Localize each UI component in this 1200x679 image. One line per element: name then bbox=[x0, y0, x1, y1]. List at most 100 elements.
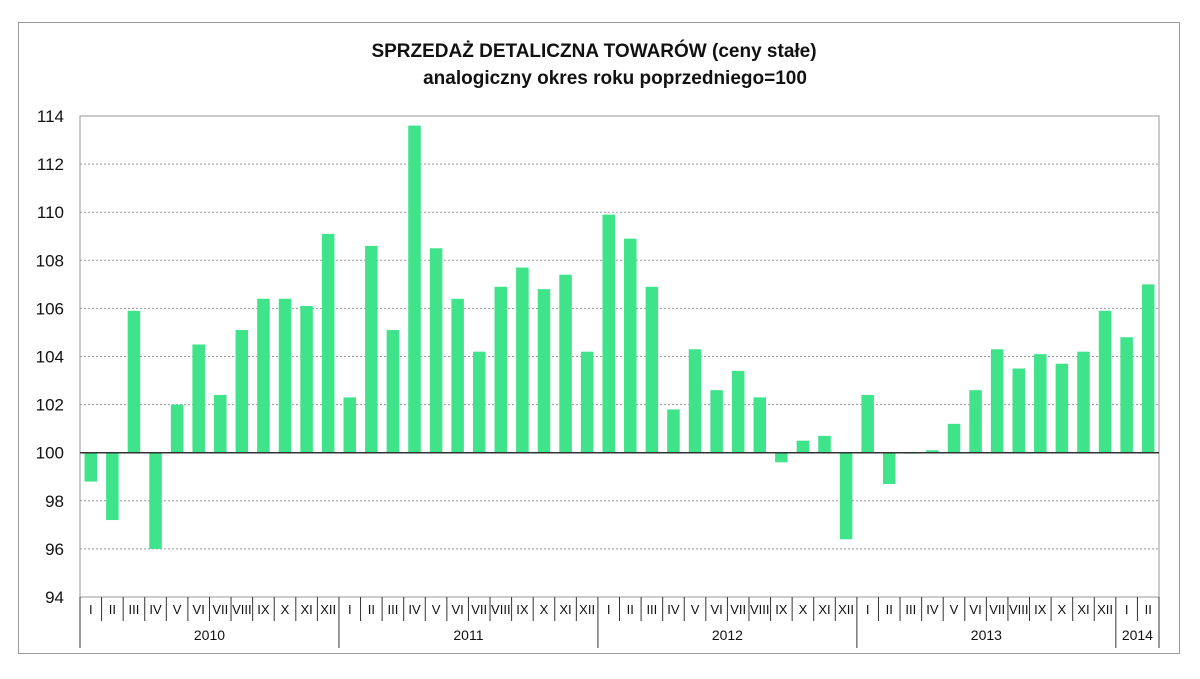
bar bbox=[1120, 337, 1133, 453]
bar bbox=[127, 310, 141, 453]
bar bbox=[408, 125, 421, 453]
x-tick-label: XII bbox=[320, 602, 336, 617]
y-tick-label: 104 bbox=[36, 348, 64, 367]
x-tick-label: IX bbox=[775, 602, 788, 617]
x-tick-label: XII bbox=[1097, 602, 1113, 617]
x-tick-label: XI bbox=[300, 602, 312, 617]
x-tick-label: XI bbox=[559, 602, 571, 617]
x-tick-label: III bbox=[905, 602, 916, 617]
bar bbox=[516, 267, 529, 453]
chart-title-main: SPRZEDAŻ DETALICZNA TOWARÓW (ceny stałe) bbox=[371, 41, 817, 62]
chart-subtitle: analogiczny okres roku poprzedniego=100 bbox=[423, 68, 807, 89]
y-tick-label: 110 bbox=[37, 203, 64, 222]
x-tick-label: IV bbox=[926, 602, 939, 617]
bar bbox=[235, 330, 249, 453]
x-tick-label: VI bbox=[452, 602, 464, 617]
x-tick-label: X bbox=[1058, 602, 1067, 617]
bar bbox=[1034, 354, 1047, 453]
x-tick-label: VI bbox=[969, 602, 981, 617]
x-tick-label: II bbox=[109, 602, 116, 617]
x-tick-label: II bbox=[368, 602, 375, 617]
x-tick-label: V bbox=[950, 602, 959, 617]
x-tick-label: I bbox=[866, 602, 870, 617]
x-tick-label: IX bbox=[257, 602, 270, 617]
bar bbox=[753, 397, 767, 453]
bar bbox=[947, 423, 961, 453]
y-tick-label: 114 bbox=[37, 107, 64, 126]
y-tick-label: 108 bbox=[36, 251, 64, 270]
bar bbox=[149, 452, 162, 549]
bar bbox=[839, 452, 853, 540]
x-tick-label: X bbox=[540, 602, 549, 617]
bar bbox=[602, 214, 615, 453]
bar bbox=[343, 397, 357, 453]
axis-layer bbox=[79, 451, 1160, 648]
chart-frame bbox=[18, 22, 1180, 654]
x-tick-label: XI bbox=[1077, 602, 1089, 617]
bar bbox=[882, 452, 896, 484]
bar bbox=[775, 452, 788, 463]
x-tick-label: XI bbox=[818, 602, 830, 617]
bar bbox=[1098, 310, 1112, 453]
x-tick-label: V bbox=[691, 602, 700, 617]
bar bbox=[300, 305, 313, 453]
x-tick-label: X bbox=[281, 602, 290, 617]
x-tick-label: XII bbox=[838, 602, 854, 617]
bar bbox=[451, 298, 464, 453]
x-tick-label: III bbox=[387, 602, 398, 617]
bar bbox=[688, 349, 702, 453]
bar bbox=[84, 452, 98, 482]
bar bbox=[926, 450, 939, 453]
bar bbox=[710, 390, 723, 453]
y-tick-label: 100 bbox=[36, 444, 64, 463]
x-tick-label: I bbox=[607, 602, 611, 617]
y-tick-label: 112 bbox=[37, 155, 64, 174]
bar bbox=[321, 233, 335, 453]
x-tick-label: IV bbox=[149, 602, 162, 617]
bar bbox=[1077, 351, 1090, 453]
bar-layer bbox=[84, 125, 1155, 549]
x-tick-label: I bbox=[348, 602, 352, 617]
x-tick-label: I bbox=[89, 602, 93, 617]
bar bbox=[472, 351, 486, 453]
bar bbox=[494, 286, 508, 453]
bar bbox=[257, 298, 270, 453]
year-label: 2012 bbox=[712, 627, 743, 643]
bar bbox=[106, 452, 119, 521]
x-tick-label: VII bbox=[471, 602, 487, 617]
x-tick-label: VII bbox=[730, 602, 746, 617]
x-tick-label: VIII bbox=[750, 602, 770, 617]
bar bbox=[731, 370, 745, 453]
x-tick-label: VI bbox=[710, 602, 722, 617]
x-tick-label: VI bbox=[193, 602, 205, 617]
y-tick-label: 98 bbox=[45, 492, 64, 511]
x-tick-label: IV bbox=[667, 602, 680, 617]
bar bbox=[278, 298, 292, 453]
y-tick-label: 102 bbox=[36, 396, 64, 415]
year-label: 2014 bbox=[1122, 627, 1153, 643]
bar bbox=[645, 286, 659, 453]
x-tick-label: XII bbox=[579, 602, 595, 617]
x-tick-label: III bbox=[129, 602, 140, 617]
year-label: 2013 bbox=[971, 627, 1002, 643]
y-tick-label: 106 bbox=[36, 299, 64, 318]
bar bbox=[386, 330, 400, 453]
y-tick-label: 94 bbox=[45, 588, 64, 607]
x-tick-label: III bbox=[646, 602, 657, 617]
chart-title: SPRZEDAŻ DETALICZNA TOWARÓW (ceny stałe)… bbox=[0, 38, 1200, 92]
bar bbox=[365, 245, 378, 453]
bar bbox=[537, 289, 551, 453]
x-tick-label: I bbox=[1125, 602, 1129, 617]
x-tick-label: X bbox=[799, 602, 808, 617]
bar bbox=[429, 248, 443, 453]
bar bbox=[667, 409, 680, 453]
bar bbox=[559, 274, 572, 453]
year-label: 2011 bbox=[453, 627, 483, 643]
x-tick-label: IV bbox=[408, 602, 421, 617]
x-tick-label: II bbox=[1145, 602, 1152, 617]
y-tick-label: 96 bbox=[45, 540, 64, 559]
x-tick-label: VIII bbox=[491, 602, 511, 617]
x-tick-label: V bbox=[432, 602, 441, 617]
